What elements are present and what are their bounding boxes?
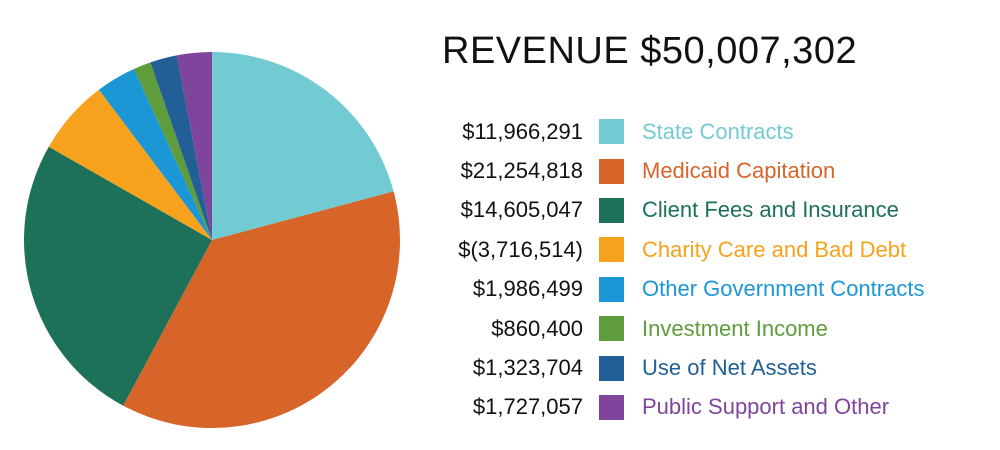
legend-label: Medicaid Capitation: [642, 158, 836, 184]
legend-value: $1,727,057: [472, 394, 583, 420]
pie-slice-use-of-net-assets: [150, 55, 212, 241]
legend-item: $21,254,818 Medicaid Capitation: [430, 151, 990, 190]
legend-swatch: [599, 316, 624, 342]
legend-label: Client Fees and Insurance: [642, 197, 899, 223]
legend-value: $11,966,291: [462, 118, 583, 144]
legend-item: $(3,716,514) Charity Care and Bad Debt: [430, 230, 990, 269]
legend-value: $860,400: [491, 315, 583, 341]
legend-value: $1,323,704: [472, 355, 583, 381]
legend-item: $1,727,057 Public Support and Other: [430, 388, 990, 427]
legend-value: $21,254,818: [460, 158, 583, 184]
legend-swatch: [599, 158, 624, 184]
legend-label: State Contracts: [642, 118, 794, 144]
pie-slice-state-contracts: [212, 52, 394, 240]
pie-slice-medicaid-capitation: [123, 191, 400, 428]
legend-item: $11,966,291 State Contracts: [430, 112, 990, 151]
legend-swatch: [599, 355, 624, 381]
legend-item: $1,323,704 Use of Net Assets: [430, 348, 990, 387]
legend: $11,966,291 State Contracts $21,254,818 Med…: [430, 112, 990, 427]
legend-swatch: [599, 394, 624, 420]
legend-item: $14,605,047 Client Fees and Insurance: [430, 191, 990, 230]
legend-item: $860,400 Investment Income: [430, 309, 990, 348]
legend-label: Use of Net Assets: [642, 355, 817, 381]
legend-item: $1,986,499 Other Government Contracts: [430, 270, 990, 309]
pie-slice-investment-income: [133, 62, 212, 240]
pie-chart: [0, 0, 430, 450]
legend-swatch: [599, 276, 624, 302]
legend-value: $(3,716,514): [458, 236, 583, 262]
pie-svg: [23, 52, 400, 428]
pie-slice-charity-care-and-bad-debt: [48, 89, 213, 240]
legend-swatch: [599, 197, 624, 223]
pie-slice-client-fees-and-insurance: [23, 146, 212, 406]
legend-label: Investment Income: [642, 315, 828, 341]
legend-value: $1,986,499: [472, 276, 583, 302]
legend-label: Other Government Contracts: [642, 276, 925, 302]
legend-swatch: [599, 119, 624, 145]
legend-label: Charity Care and Bad Debt: [642, 236, 907, 262]
pie-slice-other-government-contracts: [98, 68, 212, 240]
legend-value: $14,605,047: [460, 197, 583, 223]
chart-title: REVENUE $50,007,302: [442, 30, 858, 72]
legend-swatch: [599, 237, 624, 263]
pie-slice-public-support-and-other: [176, 52, 212, 240]
legend-label: Public Support and Other: [642, 394, 890, 420]
